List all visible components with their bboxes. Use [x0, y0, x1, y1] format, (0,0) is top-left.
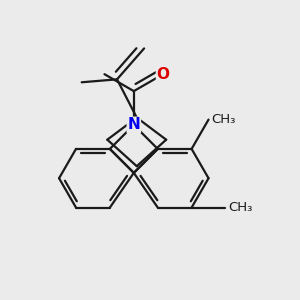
- Text: O: O: [157, 67, 169, 82]
- Text: N: N: [128, 118, 140, 133]
- Text: CH₃: CH₃: [212, 113, 236, 126]
- Text: CH₃: CH₃: [228, 201, 253, 214]
